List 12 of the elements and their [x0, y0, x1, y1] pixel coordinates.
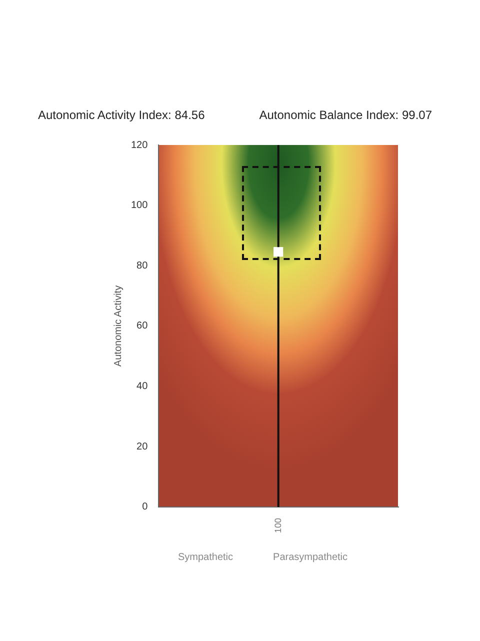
text: Parasympathetic [273, 552, 348, 563]
y-tick-label: 100 [130, 200, 148, 212]
chart-title: Autonomic Activity Index: 84.56 [38, 108, 205, 122]
y-axis-title: Autonomic Activity [112, 285, 124, 367]
y-tick-label: 80 [136, 260, 148, 272]
chart-subtitle: Autonomic Balance Index: 99.07 [259, 108, 432, 122]
y-tick-label: 0 [142, 502, 148, 513]
y-tick-label: 60 [136, 320, 148, 332]
y-tick-label: 120 [130, 140, 148, 151]
text: Sympathetic [178, 552, 234, 563]
y-tick-label: 20 [136, 441, 148, 452]
y-tick-label: 40 [136, 381, 148, 392]
